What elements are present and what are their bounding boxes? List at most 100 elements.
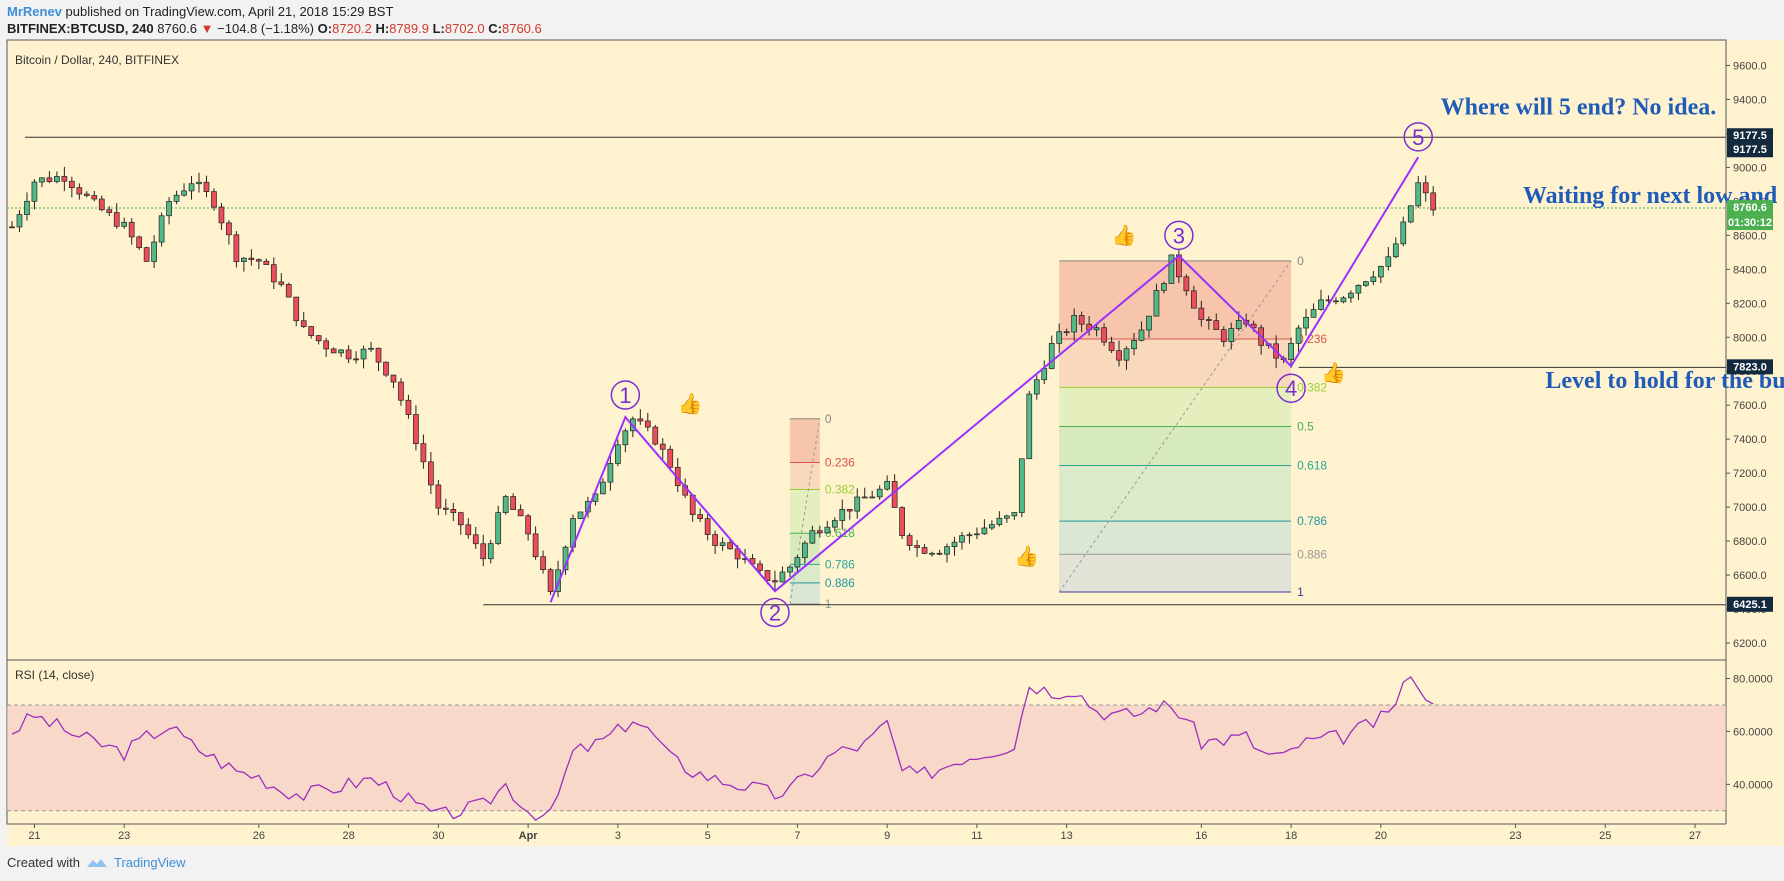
candle — [959, 535, 965, 543]
candle — [1146, 315, 1152, 331]
candle — [196, 181, 202, 185]
y-tick-label: 7200.0 — [1733, 468, 1767, 480]
candle — [54, 176, 60, 182]
symbol: BITFINEX:BTCUSD, 240 — [7, 21, 154, 36]
candle — [659, 443, 666, 450]
candle — [794, 557, 801, 568]
fib1-zone — [789, 489, 820, 534]
candle — [1295, 327, 1302, 344]
candle — [1355, 285, 1362, 294]
fib1-level-label: 0.886 — [825, 576, 855, 590]
price-chart[interactable]: Bitcoin / Dollar, 240, BITFINEX 9600.0940… — [0, 0, 1784, 848]
candle — [824, 526, 831, 534]
candle — [1018, 458, 1025, 513]
candle — [450, 509, 457, 513]
candles — [9, 166, 1437, 598]
level-badge — [1727, 596, 1773, 612]
candle — [1400, 221, 1407, 245]
candle — [772, 580, 778, 583]
candle — [61, 176, 68, 182]
candle — [398, 381, 404, 401]
y-tick-label: 9000.0 — [1733, 162, 1767, 174]
candle — [869, 496, 876, 499]
y-tick-label: 7600.0 — [1733, 400, 1767, 412]
x-tick-label: 28 — [342, 830, 354, 842]
candle — [413, 414, 419, 445]
candle — [241, 257, 247, 262]
candle — [846, 508, 853, 512]
x-tick-label: 20 — [1375, 830, 1387, 842]
x-tick-label: 30 — [432, 830, 444, 842]
level-badge-text: 8760.6 — [1733, 202, 1767, 214]
x-tick-label: 26 — [253, 830, 265, 842]
candle — [31, 181, 38, 202]
candle — [300, 320, 307, 327]
candle — [405, 399, 412, 415]
candle — [1385, 256, 1392, 267]
level-badge-text: 9177.5 — [1733, 130, 1767, 142]
fib2-zone — [1059, 338, 1292, 388]
candle — [181, 190, 187, 196]
author-link[interactable]: MrRenev — [7, 4, 62, 19]
candle — [472, 534, 479, 545]
main-pane — [6, 39, 1727, 661]
y-tick-label: 7400.0 — [1733, 434, 1767, 446]
candle — [1407, 205, 1414, 223]
candle — [644, 420, 651, 428]
candle — [704, 518, 711, 535]
y-tick-label: 6800.0 — [1733, 536, 1767, 548]
wave-label: 3 — [1173, 223, 1185, 248]
candle — [921, 547, 928, 554]
candle — [211, 191, 217, 208]
tradingview-link[interactable]: TradingView — [113, 855, 186, 870]
down-arrow-icon: ▼ — [200, 21, 214, 36]
candle — [390, 374, 397, 383]
level-badge-text: 9177.5 — [1733, 144, 1767, 156]
fib2-level-label: 0 — [1297, 254, 1304, 268]
fib2-zone — [1059, 387, 1292, 427]
x-tick-label: 23 — [118, 830, 130, 842]
candle — [532, 533, 539, 558]
candle — [1422, 182, 1429, 194]
candle — [727, 542, 733, 550]
candle — [981, 527, 988, 535]
candle — [787, 566, 793, 573]
candle — [899, 507, 905, 536]
x-tick-label: 11 — [971, 830, 982, 842]
candle — [375, 347, 382, 363]
candle — [360, 348, 367, 360]
fib1-level-label: 1 — [825, 597, 832, 611]
elliott-wave-line — [549, 156, 1420, 603]
low-value: 8702.0 — [444, 21, 485, 36]
open-value: 8720.2 — [332, 21, 372, 36]
candle — [1318, 299, 1324, 310]
candle — [1363, 281, 1369, 286]
y-tick-label: 6200.0 — [1733, 638, 1767, 650]
candle — [1340, 297, 1347, 303]
tradingview-logo-icon — [86, 858, 107, 867]
candle — [540, 556, 546, 571]
y-tick-label: 6600.0 — [1733, 570, 1767, 582]
candle — [1078, 315, 1085, 325]
candle — [338, 349, 344, 354]
y-tick-label: 9400.0 — [1733, 94, 1767, 106]
candle — [615, 444, 621, 464]
price-change: −104.8 (−1.18%) — [217, 21, 315, 36]
x-tick-label: 7 — [794, 830, 800, 842]
candle — [510, 496, 517, 510]
candle — [1333, 300, 1339, 303]
candle — [457, 512, 464, 526]
candle — [136, 236, 143, 249]
candle — [502, 496, 509, 513]
x-tick-label: 9 — [884, 830, 890, 842]
published-text: published on TradingView.com, April 21, … — [65, 4, 394, 19]
candle — [1183, 276, 1190, 292]
fib2-level-label: 0.236 — [1297, 332, 1327, 346]
candle — [809, 530, 816, 544]
candle — [667, 448, 674, 468]
rsi-tick-label: 80.0000 — [1733, 674, 1773, 686]
candle — [442, 507, 449, 510]
candle — [495, 512, 502, 544]
y-tick-label: 9600.0 — [1733, 60, 1767, 72]
candle — [91, 195, 98, 200]
